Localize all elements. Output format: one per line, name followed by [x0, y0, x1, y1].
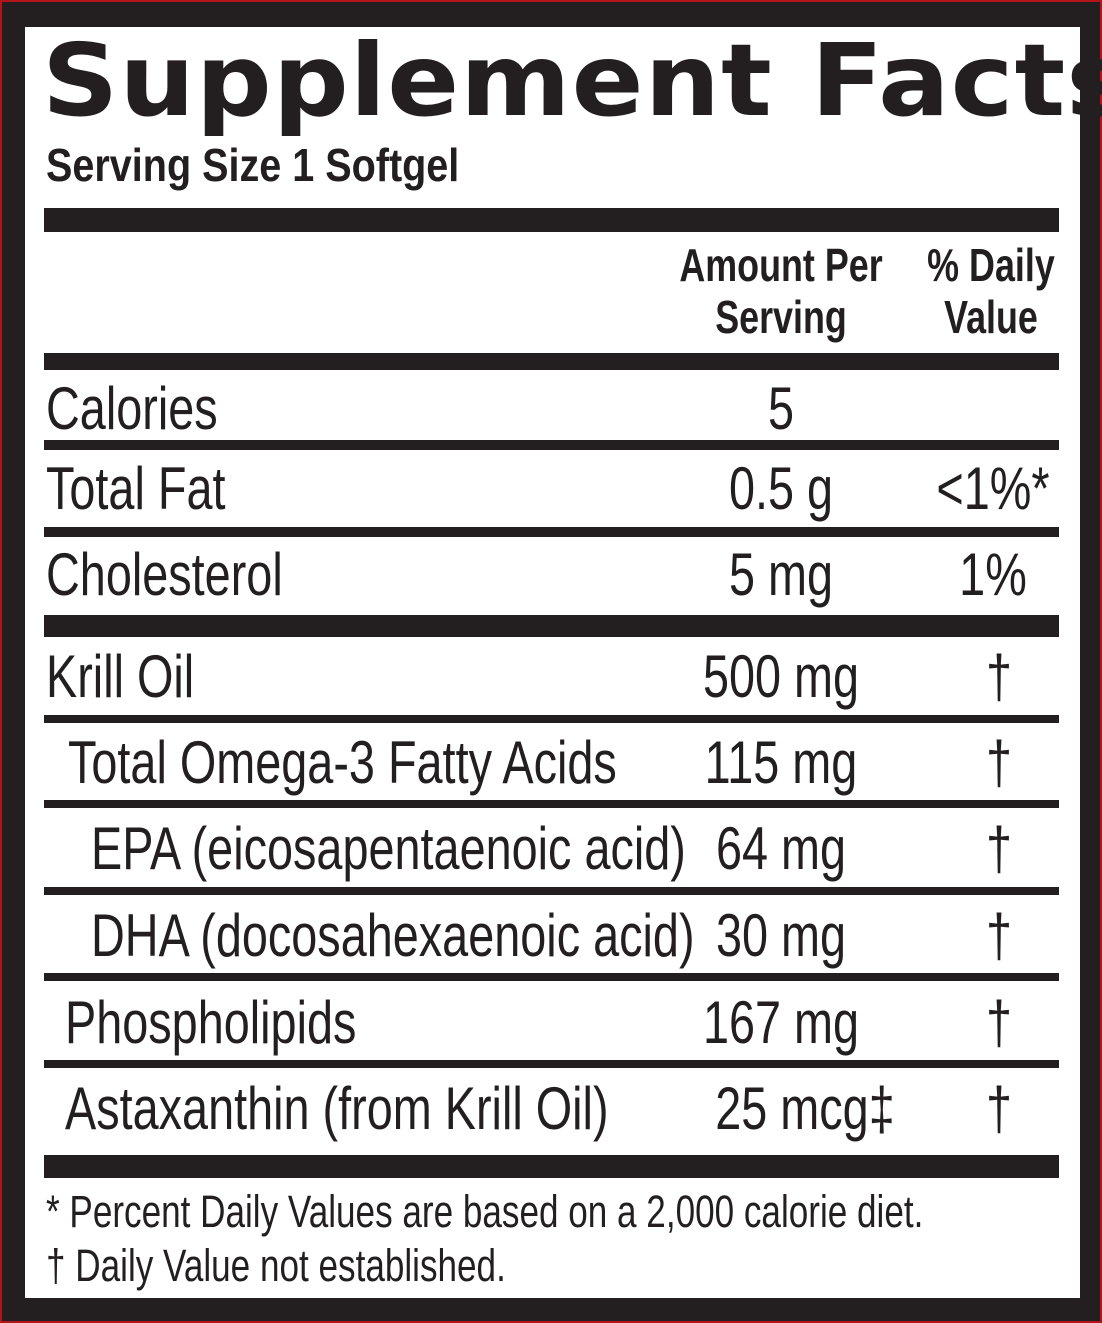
nutrient-dv: †	[985, 989, 1013, 1056]
nutrient-name: Phospholipids	[65, 989, 357, 1056]
thick-divider	[44, 615, 1059, 637]
nutrient-name: Astaxanthin (from Krill Oil)	[65, 1075, 609, 1142]
label-title: Supplement Facts	[42, 22, 1102, 139]
nutrient-name: Krill Oil	[46, 643, 195, 710]
thick-divider	[44, 353, 1059, 370]
header-dv-line1: % Daily	[927, 239, 1055, 291]
header-dv: % Daily Value	[874, 239, 1102, 343]
nutrient-amount: 167 mg	[702, 989, 860, 1056]
nutrient-dv: <1%*	[936, 455, 1050, 522]
footnote-daily-values: * Percent Daily Values are based on a 2,…	[46, 1186, 924, 1237]
nutrient-name: EPA (eicosapentaenoic acid)	[91, 815, 686, 882]
nutrient-dv: †	[985, 1075, 1013, 1142]
header-amount-line2: Serving	[715, 291, 847, 343]
nutrient-amount: 5	[767, 375, 795, 442]
divider	[44, 887, 1059, 895]
header-amount: Amount Per Serving	[664, 239, 898, 343]
divider	[44, 973, 1059, 981]
nutrient-name: Calories	[46, 375, 218, 442]
supplement-facts-panel: Supplement Facts Serving Size 1 Softgel …	[25, 22, 1102, 1298]
divider	[44, 800, 1059, 808]
header-amount-line1: Amount Per	[679, 239, 883, 291]
nutrient-amount: 115 mg	[704, 729, 858, 796]
nutrient-name: Total Omega-3 Fatty Acids	[68, 729, 617, 796]
divider	[44, 440, 1059, 450]
divider	[44, 715, 1059, 723]
footnote-not-established: † Daily Value not established.	[46, 1240, 506, 1291]
nutrient-amount: 500 mg	[702, 643, 860, 710]
nutrient-dv: †	[985, 729, 1013, 796]
nutrient-dv: †	[985, 902, 1013, 969]
thick-divider	[44, 1155, 1059, 1178]
nutrient-amount: 25 mcg‡	[715, 1075, 895, 1142]
divider	[44, 1060, 1059, 1068]
divider	[44, 527, 1059, 537]
nutrient-name: Total Fat	[46, 455, 226, 522]
nutrient-dv: †	[985, 643, 1013, 710]
thick-divider	[44, 208, 1059, 232]
nutrient-amount: 30 mg	[715, 902, 847, 969]
nutrient-name: DHA (docosahexaenoic acid)	[91, 902, 695, 969]
nutrient-dv: †	[985, 815, 1013, 882]
nutrient-amount: 0.5 g	[728, 455, 834, 522]
nutrient-dv: 1%	[959, 541, 1027, 608]
nutrient-name: Cholesterol	[46, 541, 283, 608]
nutrient-amount: 64 mg	[715, 815, 847, 882]
nutrient-amount: 5 mg	[728, 541, 834, 608]
serving-size: Serving Size 1 Softgel	[46, 139, 460, 191]
header-dv-line2: Value	[944, 291, 1038, 343]
